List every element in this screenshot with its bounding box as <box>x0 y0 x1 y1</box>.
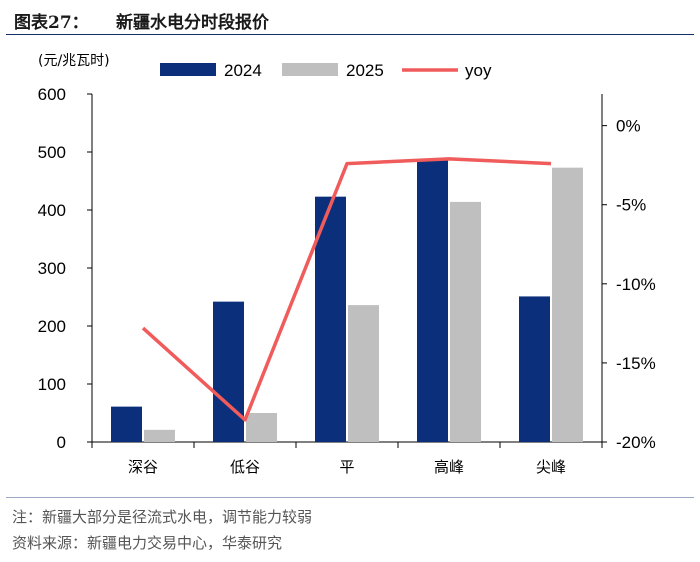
x-tick-label: 低谷 <box>230 458 260 476</box>
right-tick-label: -20% <box>616 433 656 452</box>
left-tick-label: 500 <box>38 143 66 162</box>
bar-2025 <box>348 305 379 442</box>
left-tick-label: 200 <box>38 317 66 336</box>
header-divider <box>6 34 694 35</box>
bar-2024 <box>111 406 142 442</box>
bar-2024 <box>519 296 550 442</box>
legend-swatch-2024 <box>160 63 216 76</box>
legend-label-2025: 2025 <box>346 61 384 80</box>
right-tick-label: 0% <box>616 117 641 136</box>
left-tick-label: 300 <box>38 259 66 278</box>
right-tick-label: -5% <box>616 196 646 215</box>
figure-header: 图表27： 新疆水电分时段报价 <box>6 4 694 36</box>
left-tick-label: 0 <box>57 433 66 452</box>
chart-canvas: 0 100 200 300 400 500 600 -20% -15% -10% -5% 0% 深谷 低谷… <box>38 53 656 476</box>
legend-swatch-2025 <box>282 63 338 76</box>
left-tick-label: 100 <box>38 375 66 394</box>
left-tick-label: 600 <box>38 85 66 104</box>
legend-label-2024: 2024 <box>224 61 262 80</box>
figure-label: 图表27： <box>14 13 89 33</box>
x-tick-label: 深谷 <box>128 458 158 476</box>
x-tick-label: 尖峰 <box>536 458 566 476</box>
bar-2024 <box>315 196 346 442</box>
footer-divider <box>6 497 694 498</box>
x-tick-label: 高峰 <box>434 458 464 476</box>
x-tick-label: 平 <box>339 458 354 476</box>
left-tick-label: 400 <box>38 201 66 220</box>
chart-source: 资料来源：新疆电力交易中心，华泰研究 <box>12 534 283 552</box>
left-axis-unit: (元/兆瓦时) <box>38 53 110 69</box>
bar-2024 <box>417 159 448 443</box>
legend-label-yoy: yoy <box>465 61 492 80</box>
chart-title: 新疆水电分时段报价 <box>116 13 269 33</box>
right-tick-label: -15% <box>616 354 656 373</box>
right-tick-label: -10% <box>616 275 656 294</box>
yoy-line <box>141 157 552 422</box>
chart-note: 注：新疆大部分是径流式水电，调节能力较弱 <box>12 508 313 526</box>
bar-2025 <box>450 201 481 442</box>
bar-2025 <box>246 413 277 442</box>
bar-2025 <box>552 167 583 442</box>
bar-2024 <box>213 301 244 442</box>
bar-2025 <box>144 429 175 442</box>
